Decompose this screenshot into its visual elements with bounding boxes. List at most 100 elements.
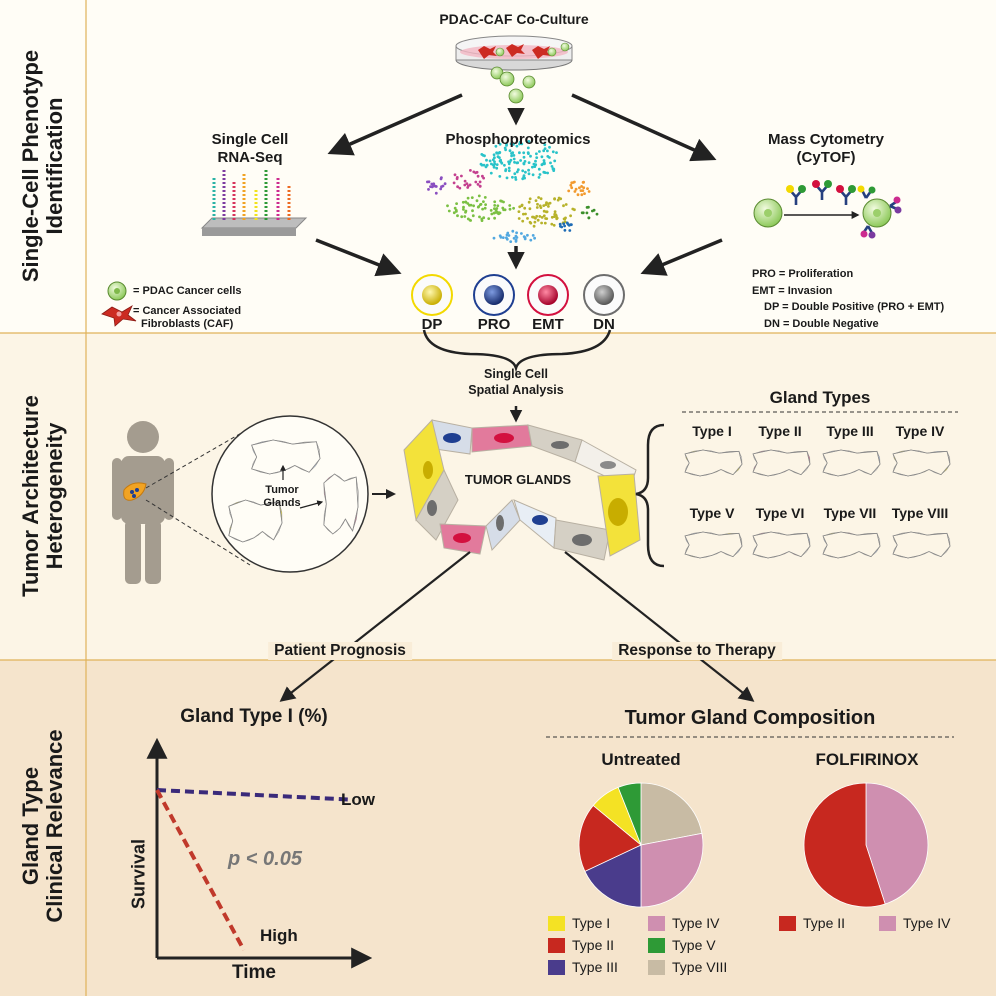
phenotype-label: DN (593, 316, 615, 333)
phenotype-label: EMT (532, 316, 564, 333)
legend-caf-icon (101, 305, 137, 327)
composition-pies (578, 782, 929, 908)
abbreviation-item: EMT = Invasion (752, 284, 833, 297)
tumor-glands-title: TUMOR GLANDS (464, 472, 572, 487)
rnaseq-title-line: Single Cell (211, 131, 289, 148)
abbreviation-item: PRO = Proliferation (752, 268, 854, 280)
pie-slice (640, 832, 704, 908)
cytof-title-line: Mass Cytometry (768, 131, 884, 148)
legend-label: Type II (803, 915, 846, 931)
gland-type-label: Type III (826, 423, 874, 439)
tissue-zoom-circle (211, 415, 369, 573)
abbreviation-list: PRO = Proliferation EMT = Invasion DP = … (752, 266, 944, 332)
survival-curves (155, 788, 351, 951)
zoom-line (145, 427, 251, 489)
tumor-gland-illustration (403, 418, 641, 561)
spatial-analysis-line: Single Cell (484, 367, 548, 381)
phenotype-cells (411, 274, 625, 316)
spatial-analysis-line: Spatial Analysis (468, 383, 564, 397)
gland-type-label: Type II (758, 423, 802, 439)
section-label-middle: Tumor Architecture Heterogeneity (18, 395, 67, 597)
flow-arrows-bottom (279, 551, 755, 702)
phenotype-brace (422, 329, 612, 373)
rnaseq-title: Single Cell RNA-Seq (212, 131, 289, 167)
pie-slice (584, 844, 642, 908)
section-label-line: Tumor Architecture (18, 395, 43, 597)
legend-label: Type II (572, 937, 615, 953)
legend-swatch (648, 916, 665, 931)
legend-label: Type IV (903, 915, 951, 931)
survival-plot-axes (146, 737, 373, 969)
gland-type-icons (684, 449, 951, 559)
folfirinox-label: FOLFIRINOX (815, 750, 919, 769)
phenotype-cell-emt (527, 274, 569, 316)
phenotype-label: DP (421, 316, 443, 333)
gland-type-icon (752, 531, 811, 559)
legend-caf-label: = Cancer Associated Fibroblasts (CAF) (133, 305, 241, 331)
pie-legends (548, 916, 896, 975)
phospho-title: Phosphoproteomics (445, 131, 591, 148)
legend-swatch (548, 960, 565, 975)
abbreviation-item: DP = Double Positive (PRO + EMT) (764, 301, 945, 313)
legend-swatch (548, 916, 565, 931)
legend-label: Type I (572, 915, 611, 931)
flow-arrows-top (315, 93, 723, 277)
legend-swatch (548, 938, 565, 953)
gland-type-label: Type VII (823, 505, 877, 521)
pie-slice (640, 782, 703, 846)
legend-label: Type VIII (672, 959, 728, 975)
legend-pdac-cell-icon (107, 281, 127, 301)
section-label-bottom: Gland Type Clinical Relevance (18, 729, 67, 923)
gland-type-icon (892, 449, 951, 477)
pie-slice (865, 782, 929, 905)
gland-type-label: Type I (692, 423, 732, 439)
pie-slice (803, 782, 886, 908)
abbreviation-item: DN = Double Negative (764, 317, 879, 330)
inset-tumor-glands-label: Tumor Glands (263, 484, 300, 510)
gland-type-icon (684, 449, 743, 477)
legend-caf-line: Fibroblasts (CAF) (141, 318, 234, 330)
patient-prognosis-label: Patient Prognosis (268, 642, 412, 660)
gland-type-icon (752, 449, 811, 477)
legend-label: Type V (672, 937, 716, 953)
composition-title: Tumor Gland Composition (624, 707, 876, 729)
gland-type-icon (892, 531, 951, 559)
legend-swatch (779, 916, 796, 931)
cytof-icon (753, 180, 902, 239)
spatial-analysis-label: Single Cell Spatial Analysis (468, 366, 563, 398)
untreated-label: Untreated (601, 750, 681, 769)
p-value-label: p < 0.05 (228, 848, 302, 870)
legend-swatch (648, 960, 665, 975)
survival-xlabel: Time (231, 962, 277, 983)
legend-pdac-label: = PDAC Cancer cells (133, 285, 242, 297)
section-label-line: Heterogeneity (42, 422, 67, 570)
phosphoproteomics-tsne-plot (426, 140, 599, 244)
gland-type-icon (822, 449, 881, 477)
cytof-title-line: (CyTOF) (796, 149, 856, 166)
legend-label: Type IV (672, 915, 720, 931)
gland-type-label: Type VI (755, 505, 805, 521)
inset-label-line: Glands (263, 497, 301, 509)
legend-swatch (879, 916, 896, 931)
cytof-title: Mass Cytometry (CyTOF) (768, 131, 884, 167)
legend-swatch (648, 938, 665, 953)
section-label-line: Gland Type (18, 766, 43, 886)
gland-type-label: Type IV (895, 423, 945, 439)
section-label-line: Identification (42, 97, 67, 235)
phenotype-cell-pro (473, 274, 515, 316)
low-series-label: Low (341, 790, 375, 809)
phenotype-cell-dp (411, 274, 453, 316)
inset-gland-outlines (228, 439, 359, 543)
gland-type-icon (684, 531, 743, 559)
rnaseq-title-line: RNA-Seq (217, 149, 283, 166)
high-series-label: High (260, 926, 298, 945)
section-label-line: Clinical Relevance (42, 729, 67, 923)
survival-line-low (156, 788, 351, 802)
response-therapy-label: Response to Therapy (612, 642, 782, 660)
human-silhouette-icon (112, 421, 174, 584)
gland-type-label: Type VIII (891, 505, 949, 521)
pie-slice (617, 782, 642, 846)
pdac-cells-falling-icon (490, 66, 536, 104)
